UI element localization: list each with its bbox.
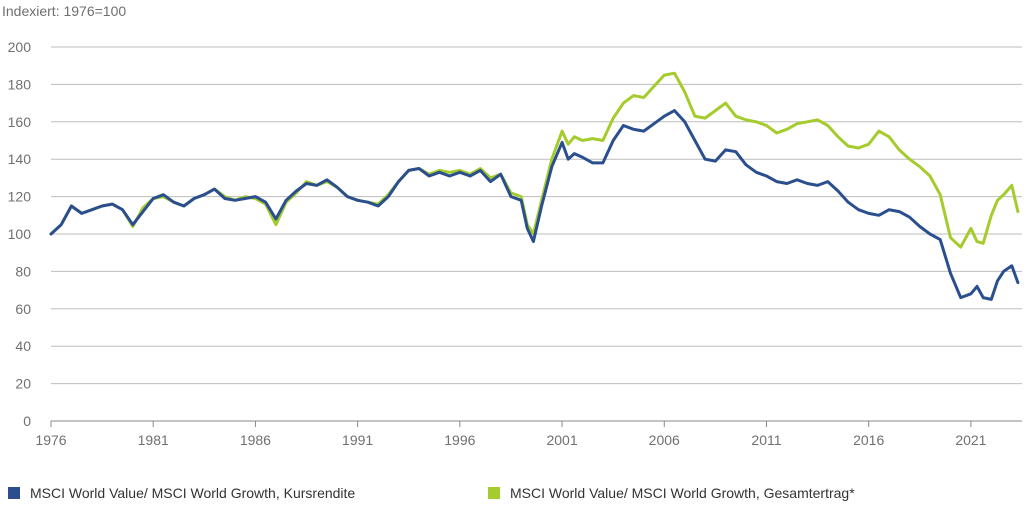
x-tick-label-2001: 2001 (546, 432, 577, 448)
y-tick-label-60: 60 (15, 301, 31, 317)
legend-swatch-gesamtertrag (488, 487, 500, 499)
series-line-gesamtertrag (49, 71, 1020, 249)
x-tick-label-1976: 1976 (35, 432, 66, 448)
legend-label-gesamtertrag: MSCI World Value/ MSCI World Growth, Ges… (510, 485, 855, 501)
legend-label-kursrendite: MSCI World Value/ MSCI World Growth, Kur… (30, 485, 356, 501)
x-tick-label-2021: 2021 (955, 432, 986, 448)
y-tick-label-20: 20 (15, 376, 31, 392)
x-tick-label-1996: 1996 (444, 432, 475, 448)
x-tick-label-1986: 1986 (240, 432, 271, 448)
x-tick-label-2016: 2016 (853, 432, 884, 448)
y-axis-title: Indexiert: 1976=100 (2, 3, 127, 19)
y-tick-label-0: 0 (23, 413, 31, 429)
x-tick-label-2006: 2006 (649, 432, 680, 448)
x-tick-label-1991: 1991 (342, 432, 373, 448)
x-tick-label-2011: 2011 (751, 432, 781, 448)
legend-item-kursrendite: MSCI World Value/ MSCI World Growth, Kur… (8, 485, 355, 501)
y-tick-label-100: 100 (8, 226, 32, 242)
y-tick-label-120: 120 (8, 189, 32, 205)
x-tick-label-1981: 1981 (138, 432, 169, 448)
series-line-kursrendite (49, 109, 1020, 301)
legend-swatch-kursrendite (8, 487, 20, 499)
y-tick-label-160: 160 (8, 114, 32, 130)
y-tick-label-200: 200 (8, 39, 32, 55)
y-tick-label-180: 180 (8, 76, 32, 92)
legend-item-gesamtertrag: MSCI World Value/ MSCI World Growth, Ges… (488, 485, 855, 501)
y-tick-label-80: 80 (15, 263, 31, 279)
y-tick-label-140: 140 (8, 151, 32, 167)
y-tick-label-40: 40 (15, 338, 31, 354)
